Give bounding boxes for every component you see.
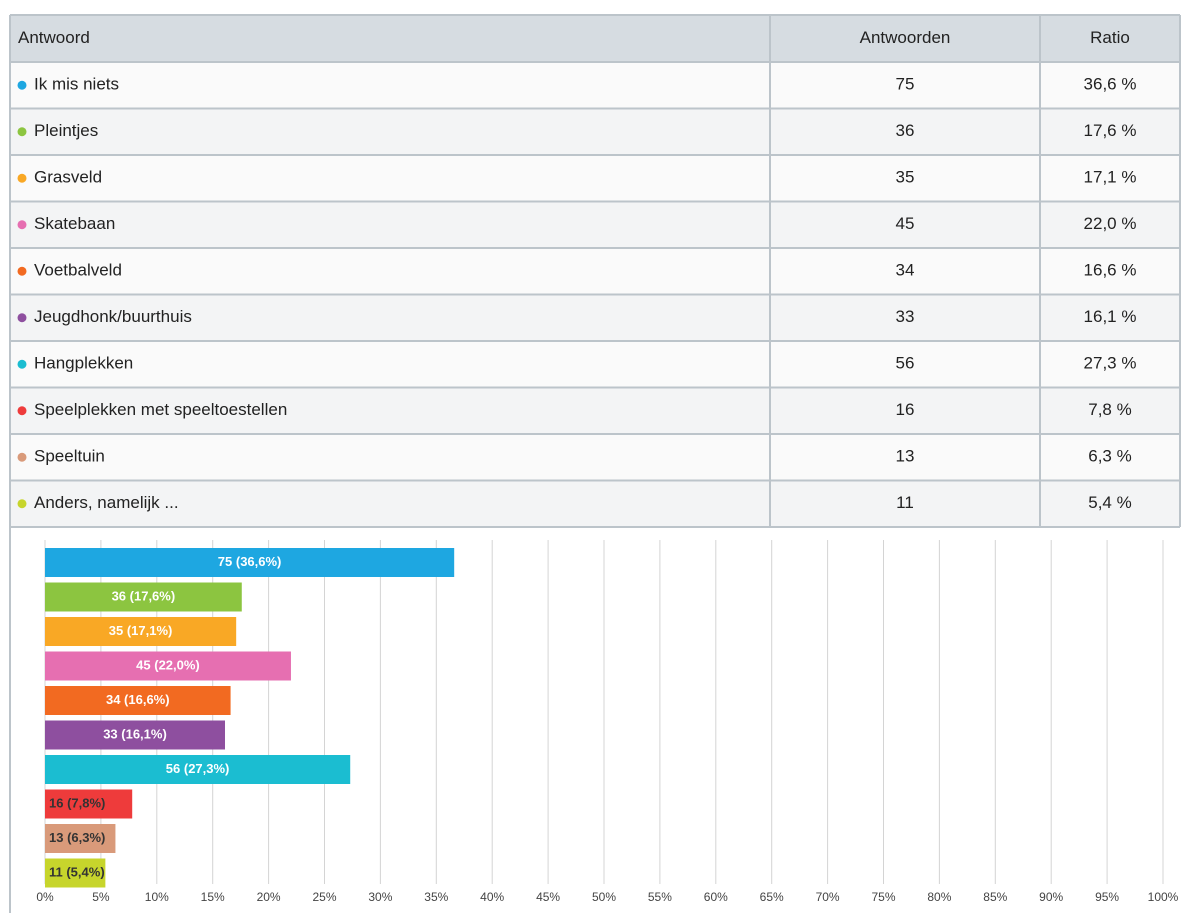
- answer-label: Ik mis niets: [34, 75, 119, 94]
- bar: [45, 651, 291, 681]
- legend-dot: [17, 173, 27, 183]
- legend-dot: [17, 406, 27, 416]
- answer-ratio: 22,0 %: [1084, 214, 1137, 233]
- answer-ratio: 27,3 %: [1084, 354, 1137, 373]
- answer-count: 35: [896, 168, 915, 187]
- x-tick-label: 60%: [704, 890, 728, 904]
- x-tick-label: 20%: [257, 890, 281, 904]
- column-header: Antwoord: [18, 28, 90, 47]
- x-tick-label: 15%: [201, 890, 225, 904]
- bar-value-label: 35 (17,1%): [109, 623, 173, 638]
- bar: [45, 720, 225, 750]
- answer-count: 16: [896, 400, 915, 419]
- bar: [45, 686, 231, 715]
- bar-value-label: 45 (22,0%): [136, 657, 200, 672]
- answer-count: 45: [896, 214, 915, 233]
- bar-value-label: 56 (27,3%): [166, 761, 230, 776]
- answer-label: Hangplekken: [34, 354, 133, 373]
- bar-value-label: 16 (7,8%): [49, 795, 105, 810]
- bar-value-label: 11 (5,4%): [49, 864, 105, 879]
- x-tick-label: 70%: [816, 890, 840, 904]
- legend-dot: [17, 359, 27, 369]
- answer-count: 13: [896, 447, 915, 466]
- x-tick-label: 95%: [1095, 890, 1119, 904]
- answer-label: Voetbalveld: [34, 261, 122, 280]
- table-row: [10, 62, 1180, 109]
- x-tick-label: 85%: [983, 890, 1007, 904]
- answer-label: Pleintjes: [34, 121, 98, 140]
- answer-ratio: 17,1 %: [1084, 168, 1137, 187]
- x-tick-label: 5%: [92, 890, 110, 904]
- legend-dot: [17, 80, 27, 90]
- answer-label: Jeugdhonk/buurthuis: [34, 307, 192, 326]
- answer-label: Skatebaan: [34, 214, 115, 233]
- bar: [45, 858, 106, 888]
- column-header: Antwoorden: [860, 28, 951, 47]
- answer-count: 33: [896, 307, 915, 326]
- legend-dot: [17, 313, 27, 323]
- answer-ratio: 16,6 %: [1084, 261, 1137, 280]
- answer-label: Grasveld: [34, 168, 102, 187]
- x-tick-label: 30%: [368, 890, 392, 904]
- bar-value-label: 75 (36,6%): [218, 554, 282, 569]
- bar: [45, 824, 116, 853]
- table-row: [10, 294, 1180, 341]
- bar-value-label: 13 (6,3%): [49, 830, 105, 845]
- legend-dot: [17, 452, 27, 462]
- answer-label: Anders, namelijk ...: [34, 493, 179, 512]
- header-row: [10, 15, 1180, 62]
- x-tick-label: 55%: [648, 890, 672, 904]
- table-row: [10, 201, 1180, 248]
- answer-count: 56: [896, 354, 915, 373]
- legend-dot: [17, 220, 27, 230]
- table-row: [10, 480, 1180, 527]
- table-row: [10, 155, 1180, 202]
- legend-dot: [17, 266, 27, 276]
- answer-count: 36: [896, 121, 915, 140]
- x-tick-label: 75%: [871, 890, 895, 904]
- answer-ratio: 6,3 %: [1088, 447, 1131, 466]
- table-row: [10, 434, 1180, 481]
- table-row: [10, 387, 1180, 434]
- answer-label: Speelplekken met speeltoestellen: [34, 400, 287, 419]
- table-row: [10, 341, 1180, 388]
- x-tick-label: 90%: [1039, 890, 1063, 904]
- x-tick-label: 10%: [145, 890, 169, 904]
- legend-dot: [17, 127, 27, 137]
- answer-count: 11: [896, 493, 914, 512]
- table-row: [10, 248, 1180, 295]
- x-tick-label: 50%: [592, 890, 616, 904]
- bar: [45, 548, 455, 577]
- column-header: Ratio: [1090, 28, 1130, 47]
- bar-value-label: 34 (16,6%): [106, 692, 170, 707]
- bar-value-label: 36 (17,6%): [112, 588, 176, 603]
- answer-label: Speeltuin: [34, 447, 105, 466]
- x-tick-label: 65%: [760, 890, 784, 904]
- legend-dot: [17, 499, 27, 509]
- x-tick-label: 80%: [927, 890, 951, 904]
- x-tick-label: 0%: [36, 890, 54, 904]
- answer-count: 75: [896, 75, 915, 94]
- answer-ratio: 5,4 %: [1088, 493, 1131, 512]
- bar-value-label: 33 (16,1%): [103, 726, 167, 741]
- answer-ratio: 17,6 %: [1084, 121, 1137, 140]
- x-tick-label: 35%: [424, 890, 448, 904]
- answer-ratio: 16,1 %: [1084, 307, 1137, 326]
- x-tick-label: 25%: [312, 890, 336, 904]
- bar: [45, 582, 242, 612]
- x-tick-label: 45%: [536, 890, 560, 904]
- answer-ratio: 36,6 %: [1084, 75, 1137, 94]
- answer-ratio: 7,8 %: [1088, 400, 1131, 419]
- bar: [45, 617, 237, 646]
- answer-count: 34: [896, 261, 915, 280]
- table-row: [10, 108, 1180, 155]
- x-tick-label: 100%: [1148, 890, 1179, 904]
- bar: [45, 755, 351, 784]
- x-tick-label: 40%: [480, 890, 504, 904]
- bar: [45, 789, 133, 819]
